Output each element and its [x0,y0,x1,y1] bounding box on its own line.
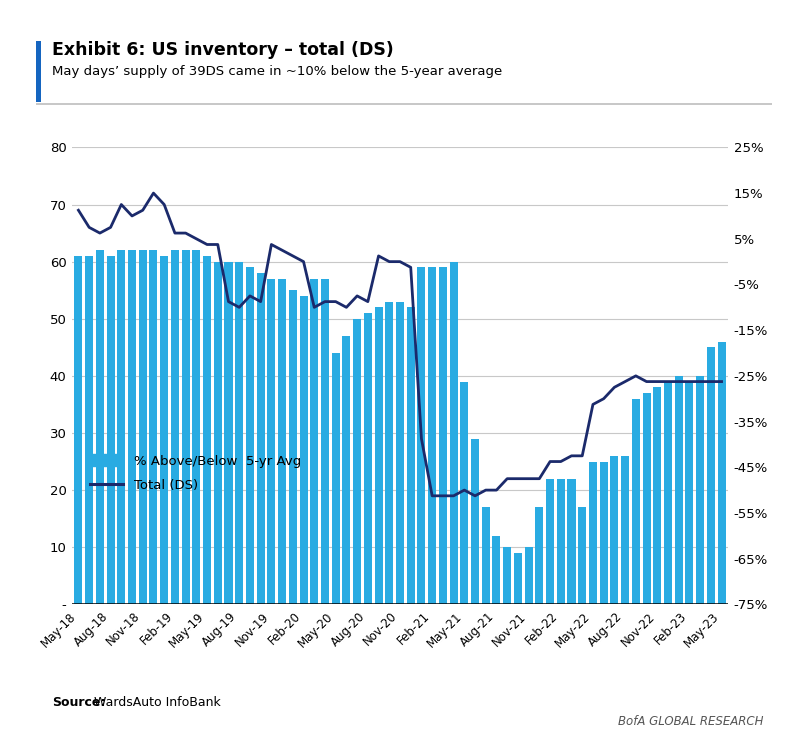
Bar [428,268,436,604]
Bar [321,279,329,604]
Bar [396,301,404,604]
Bar [192,250,200,604]
Bar [514,553,522,604]
Bar [299,296,307,604]
Bar [171,250,179,604]
Text: May days’ supply of 39DS came in ~10% below the 5-year average: May days’ supply of 39DS came in ~10% be… [52,65,502,78]
Bar [696,376,704,604]
Bar [150,250,158,604]
Bar [182,250,190,604]
Bar [707,347,715,604]
Bar [406,307,414,604]
Bar [257,273,265,604]
Bar [160,256,168,604]
Bar [621,455,629,604]
Bar [482,507,490,604]
Text: BofA GLOBAL RESEARCH: BofA GLOBAL RESEARCH [618,715,764,728]
Bar [418,268,426,604]
Bar [460,382,468,604]
Bar [342,336,350,604]
Bar [374,307,382,604]
Bar [235,262,243,604]
Bar [332,353,340,604]
Bar [364,313,372,604]
Bar [525,547,533,604]
Bar [439,268,447,604]
Bar [589,461,597,604]
Bar [718,341,726,604]
Bar [471,439,479,604]
Bar [578,507,586,604]
Bar [74,256,82,604]
Bar [386,301,394,604]
Bar [278,279,286,604]
Bar [654,388,662,604]
Bar [96,250,104,604]
Bar [535,507,543,604]
Bar [85,256,93,604]
Legend: % Above/Below  5-yr Avg, Total (DS): % Above/Below 5-yr Avg, Total (DS) [85,449,306,497]
Bar [557,479,565,604]
Bar [353,318,361,604]
Bar [610,455,618,604]
Bar [225,262,233,604]
Bar [310,279,318,604]
Bar [128,250,136,604]
Bar [118,250,126,604]
Bar [503,547,511,604]
Bar [642,393,650,604]
Bar [600,461,608,604]
Bar [246,268,254,604]
Bar [686,382,694,604]
Bar [493,536,501,604]
Bar [203,256,211,604]
Bar [138,250,146,604]
Bar [106,256,114,604]
Bar [632,399,640,604]
Text: Source:: Source: [52,696,106,710]
Bar [214,262,222,604]
Bar [289,290,297,604]
Bar [674,376,682,604]
Bar [546,479,554,604]
Bar [664,382,672,604]
Bar [567,479,575,604]
Text: WardsAuto InfoBank: WardsAuto InfoBank [94,696,221,710]
Bar [267,279,275,604]
Text: Exhibit 6: US inventory – total (DS): Exhibit 6: US inventory – total (DS) [52,41,394,58]
Bar [450,262,458,604]
